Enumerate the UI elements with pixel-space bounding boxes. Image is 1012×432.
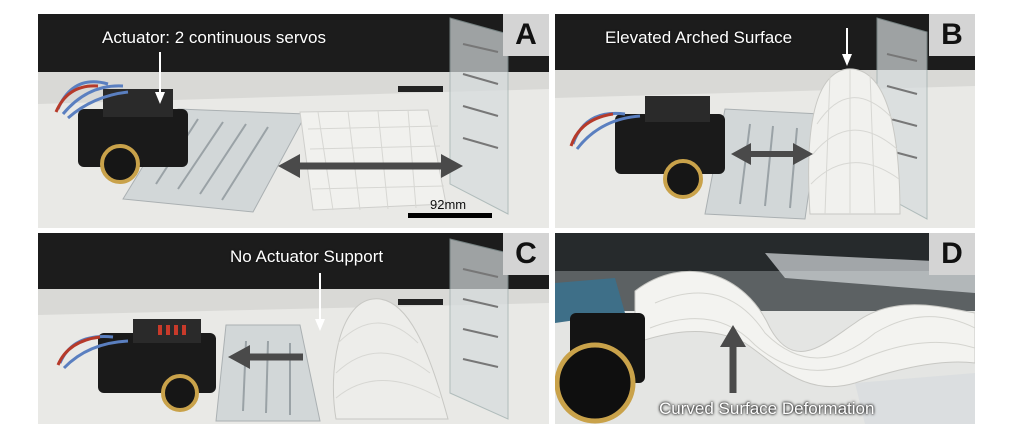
- panel-b: Elevated Arched Surface B: [555, 14, 975, 228]
- panel-c: No Actuator Support C: [38, 233, 549, 424]
- panel-c-photo: [38, 233, 549, 424]
- panel-d-caption: Curved Surface Deformation: [659, 399, 875, 418]
- panel-b-letter: B: [929, 14, 975, 56]
- panel-a-letter: A: [503, 14, 549, 56]
- panel-a-photo: [38, 14, 549, 228]
- panel-b-caption: Elevated Arched Surface: [605, 28, 793, 47]
- panel-d-letter: D: [929, 233, 975, 275]
- panel-d-photo: [555, 233, 975, 424]
- panel-d: Curved Surface Deformation D: [555, 233, 975, 424]
- panel-c-letter: C: [503, 233, 549, 275]
- panel-c-caption: No Actuator Support: [230, 247, 384, 266]
- panel-a-caption: Actuator: 2 continuous servos: [102, 28, 326, 47]
- panel-b-photo: [555, 14, 975, 228]
- scale-bar-label: 92mm: [430, 197, 467, 212]
- panel-a: Actuator: 2 continuous servos A 92mm: [38, 14, 549, 228]
